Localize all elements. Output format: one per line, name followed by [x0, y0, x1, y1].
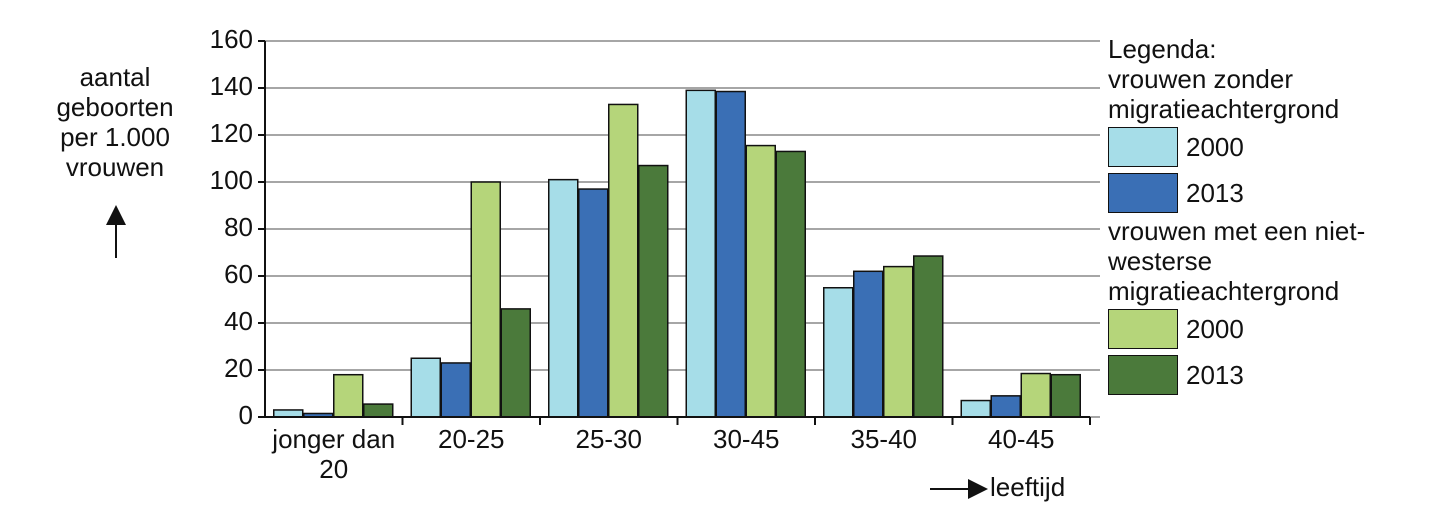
bar: [715, 90, 746, 418]
bar: [578, 188, 609, 418]
y-tick-label: 100: [210, 165, 253, 195]
x-tick-label: jonger dan 20: [272, 424, 396, 484]
y-tick-label: 140: [210, 71, 253, 101]
legend-title: Legenda:: [1108, 34, 1217, 64]
x-axis-label: leeftijd: [990, 472, 1065, 502]
bar: [990, 395, 1021, 418]
bar: [470, 181, 501, 418]
y-tick-label: 120: [210, 118, 253, 148]
x-tick-label: 40-45: [988, 424, 1055, 454]
bar: [500, 308, 531, 418]
bar: [853, 270, 884, 418]
legend-label: 2013: [1186, 360, 1244, 390]
y-tick-label: 20: [224, 353, 253, 383]
y-tick-label: 0: [239, 400, 253, 430]
legend-item: 2000: [1108, 124, 1428, 170]
legend-swatch: [1108, 127, 1178, 167]
x-tick-label: 25-30: [575, 424, 643, 454]
legend-group-title: vrouwen zonder migratieachtergrond: [1108, 64, 1340, 124]
bar: [363, 403, 394, 418]
bar: [1050, 373, 1081, 418]
y-axis-label: aantal geboorten per 1.000 vrouwen: [56, 62, 174, 182]
legend-label: 2013: [1186, 178, 1244, 208]
x-tick-label: 35-40: [850, 424, 918, 454]
x-tick-label: 20-25: [438, 424, 505, 454]
legend-swatch: [1108, 355, 1178, 395]
bar: [883, 265, 914, 418]
bar: [273, 409, 304, 418]
legend-label: 2000: [1186, 314, 1244, 344]
y-tick-label: 40: [224, 306, 253, 336]
legend-item: 2013: [1108, 352, 1428, 398]
bar: [960, 399, 991, 418]
bar: [333, 373, 364, 418]
bar: [685, 89, 716, 418]
legend-swatch: [1108, 309, 1178, 349]
legend-swatch: [1108, 173, 1178, 213]
bar: [745, 144, 776, 418]
legend-item: 2000: [1108, 306, 1428, 352]
legend: Legenda: vrouwen zonder migratieachtergr…: [1108, 34, 1428, 398]
bar: [548, 178, 579, 418]
bar: [823, 287, 854, 418]
bar: [410, 357, 441, 418]
bar: [913, 255, 944, 418]
bar: [440, 362, 471, 418]
bar: [608, 103, 639, 418]
bar: [1020, 372, 1051, 418]
bar: [638, 164, 669, 418]
bar: [775, 150, 806, 418]
x-tick-label: 30-45: [713, 424, 780, 454]
y-tick-label: 160: [210, 24, 253, 54]
legend-item: 2013: [1108, 170, 1428, 216]
y-tick-label: 60: [224, 259, 253, 289]
legend-label: 2000: [1186, 132, 1244, 162]
y-tick-label: 80: [224, 212, 253, 242]
legend-group-title: vrouwen met een niet-westerse migratieac…: [1108, 216, 1366, 306]
